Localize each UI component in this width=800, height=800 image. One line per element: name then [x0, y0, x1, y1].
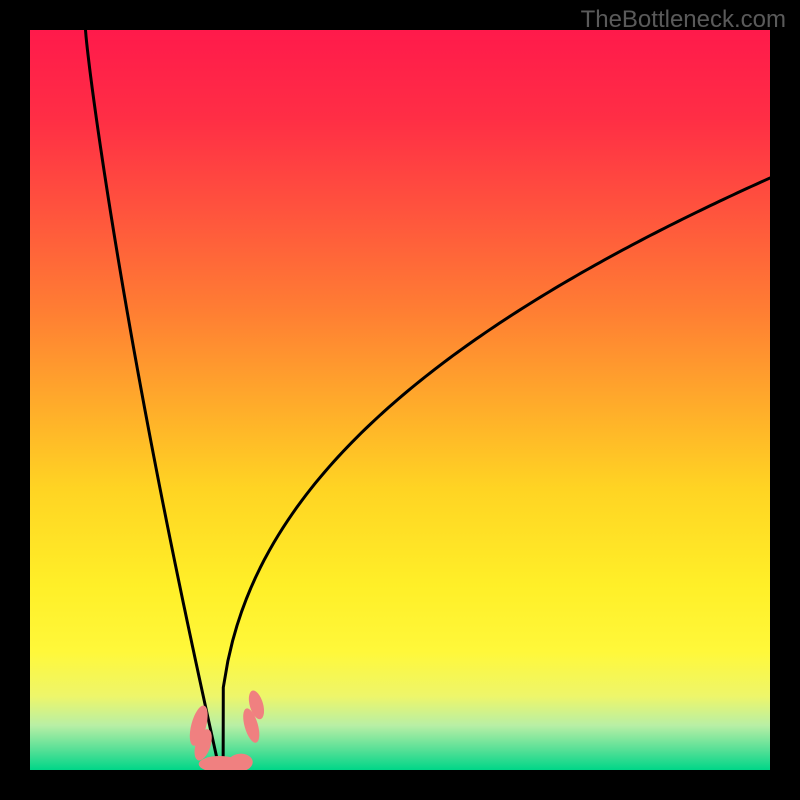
figure-container: TheBottleneck.com: [0, 0, 800, 800]
plot-area: [30, 30, 770, 770]
watermark-text: TheBottleneck.com: [581, 6, 786, 34]
gradient-background: [30, 30, 770, 770]
